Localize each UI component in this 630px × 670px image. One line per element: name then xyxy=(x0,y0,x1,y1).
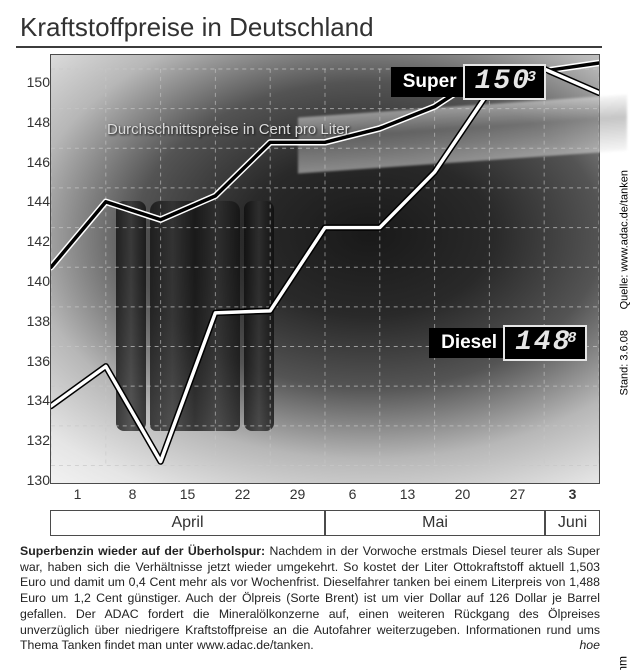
y-tick-label: 150 xyxy=(27,74,50,90)
sidebar-date: Stand: 3.6.08 xyxy=(618,330,630,395)
x-tick-label: 29 xyxy=(290,486,306,502)
price-badge: Diesel1488 xyxy=(429,325,586,361)
sidebar-source: Quelle: www.adac.de/tanken xyxy=(618,170,630,309)
body-text: Nachdem in der Vorwoche erstmals Diesel … xyxy=(20,544,600,652)
price-badge-label: Diesel xyxy=(429,328,507,358)
month-cell: Juni xyxy=(545,510,600,536)
price-badge-main: 148 xyxy=(515,329,571,357)
x-tick-label: 1 xyxy=(74,486,82,502)
y-tick-label: 136 xyxy=(27,353,50,369)
y-tick-label: 134 xyxy=(27,392,50,408)
chart-subtitle: Durchschnittspreise in Cent pro Liter xyxy=(107,121,350,138)
sidebar-logo: ADAC Info gramm xyxy=(616,656,630,670)
x-tick-label: 13 xyxy=(400,486,416,502)
y-tick-label: 132 xyxy=(27,432,50,448)
month-cell: Mai xyxy=(325,510,545,536)
price-badge-main: 150 xyxy=(475,68,531,96)
y-tick-label: 140 xyxy=(27,273,50,289)
price-badge-decimal: 8 xyxy=(568,331,579,346)
chart-svg xyxy=(51,55,599,483)
price-badge-display: 1488 xyxy=(503,325,586,361)
y-tick-label: 144 xyxy=(27,193,50,209)
sidebar-logo-rest: Info gramm xyxy=(616,656,630,670)
x-tick-label: 3 xyxy=(569,486,577,502)
x-tick-label: 8 xyxy=(129,486,137,502)
chart-area: Durchschnittspreise in Cent pro Liter Su… xyxy=(50,54,600,484)
body-lead: Superbenzin wieder auf der Überholspur: xyxy=(20,544,265,558)
y-tick-label: 146 xyxy=(27,154,50,170)
price-badge-decimal: 3 xyxy=(527,70,538,85)
x-tick-label: 6 xyxy=(349,486,357,502)
infographic-page: Kraftstoffpreise in Deutschland 13013213… xyxy=(0,0,630,670)
y-tick-label: 130 xyxy=(27,472,50,488)
price-badge: Super1503 xyxy=(391,64,546,100)
price-badge-display: 1503 xyxy=(463,64,546,100)
x-tick-label: 15 xyxy=(180,486,196,502)
price-badge-label: Super xyxy=(391,67,467,97)
y-axis: 130132134136138140142144146148150 xyxy=(16,68,50,466)
y-tick-label: 138 xyxy=(27,313,50,329)
y-tick-label: 142 xyxy=(27,233,50,249)
body-paragraph: Superbenzin wieder auf der Überholspur: … xyxy=(20,544,600,654)
body-credit: hoe xyxy=(579,638,600,654)
month-row: AprilMaiJuni xyxy=(50,510,600,536)
x-tick-label: 22 xyxy=(235,486,251,502)
month-cell: April xyxy=(50,510,325,536)
title-underline xyxy=(16,46,602,48)
page-title: Kraftstoffpreise in Deutschland xyxy=(20,12,374,43)
x-tick-label: 20 xyxy=(455,486,471,502)
x-tick-label: 27 xyxy=(510,486,526,502)
y-tick-label: 148 xyxy=(27,114,50,130)
x-axis: 1 8 15 22 29 6 13 20 27 3 xyxy=(50,486,600,508)
